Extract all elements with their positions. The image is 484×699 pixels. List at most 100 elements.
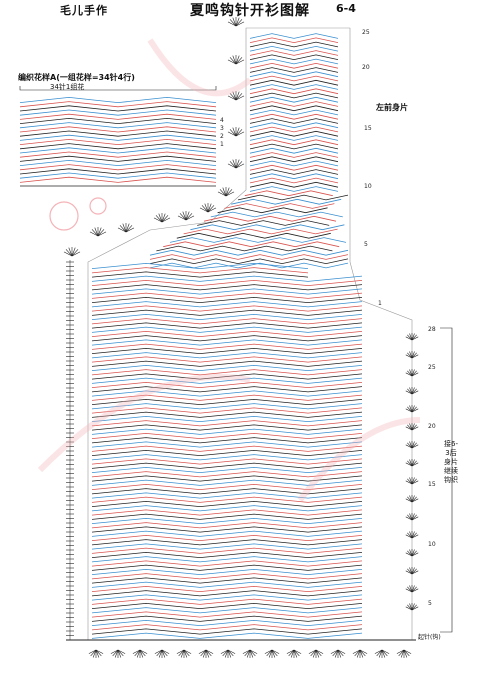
stitch-row	[91, 347, 363, 355]
stitch-row	[149, 254, 349, 260]
stitch-row	[91, 407, 363, 414]
edge-fan-icon	[198, 649, 214, 658]
stitch-row	[249, 109, 339, 116]
stitch-row	[249, 113, 339, 120]
stitch-row	[249, 105, 339, 112]
stitch-row	[91, 296, 363, 304]
stitch-row	[91, 466, 363, 474]
stitch-row	[91, 611, 363, 618]
edge-fan-icon	[405, 333, 419, 341]
stitch-row	[91, 479, 363, 486]
stitch-row	[91, 309, 363, 316]
stitch-row	[91, 292, 363, 299]
stitch-row	[91, 284, 363, 291]
row-number: 20	[362, 64, 370, 71]
edge-fan-icon	[396, 649, 412, 658]
edge-fan-icon	[132, 649, 148, 658]
stitch-row	[249, 135, 339, 141]
stitch-row	[149, 258, 349, 265]
row-number: 15	[428, 481, 436, 488]
stitch-row	[249, 41, 339, 48]
stitch-row	[249, 152, 339, 158]
stitch-row	[91, 318, 363, 325]
stitch-row	[91, 539, 363, 546]
foundation-label: 起针(钩)	[418, 634, 441, 641]
stitch-row	[249, 160, 339, 167]
edge-fan-icon	[220, 649, 236, 658]
row-number: 25	[362, 29, 370, 36]
swatch-row	[19, 130, 217, 137]
stitch-row	[91, 428, 363, 435]
edge-fan-icon	[242, 649, 258, 658]
swatch-title: 编织花样A(一组花样=34针4行)	[18, 73, 135, 82]
edge-fan-icon	[117, 223, 135, 233]
stitch-row	[249, 186, 339, 192]
stitch-row	[249, 37, 339, 44]
row-number: 15	[364, 125, 372, 132]
edge-fan-icon	[405, 441, 419, 449]
edge-fan-icon	[227, 127, 245, 137]
stitch-row	[91, 568, 363, 576]
piece-label: 左前身片	[376, 103, 408, 112]
stitch-row	[149, 249, 349, 256]
stitch-row	[91, 513, 363, 520]
edge-fan-icon	[177, 211, 195, 221]
stitch-row	[91, 590, 363, 597]
stitch-row	[249, 71, 339, 78]
stitch-row	[91, 471, 363, 478]
stitch-row	[91, 509, 363, 516]
brand-name: 毛儿手作	[60, 4, 108, 17]
edge-fan-icon	[405, 495, 419, 503]
stitch-row	[249, 164, 339, 171]
swatch-row-label: 1	[220, 141, 224, 148]
stitch-row	[91, 607, 363, 614]
edge-fan-icon	[110, 649, 126, 658]
stitch-row	[249, 139, 339, 146]
stitch-row	[91, 624, 363, 631]
swatch-row-label: 2	[220, 133, 224, 140]
continuation-note: 接6-3后身片继续钩织	[444, 440, 458, 484]
swatch-row	[19, 159, 217, 167]
watermark-stroke	[147, 38, 252, 97]
edge-fan-icon	[176, 649, 192, 658]
edge-fan-icon	[89, 227, 107, 237]
stitch-row	[91, 488, 363, 495]
stitch-row	[249, 177, 339, 184]
swatch-row	[19, 168, 217, 175]
swatch-row	[19, 122, 217, 129]
row-number: 1	[378, 300, 382, 307]
edge-fan-icon	[264, 649, 280, 658]
stitch-row	[91, 449, 363, 457]
stitch-row	[91, 581, 363, 588]
row-number: 5	[364, 241, 368, 248]
stitch-row	[156, 245, 333, 252]
stitch-row	[91, 373, 363, 380]
edge-fan-icon	[374, 649, 390, 658]
swatch-row	[19, 109, 217, 116]
stitch-row	[91, 445, 363, 452]
swatch-row	[19, 105, 217, 112]
swatch-row	[19, 113, 217, 120]
swatch-row	[19, 164, 217, 171]
stitch-row	[91, 526, 363, 533]
stitch-row	[249, 79, 339, 86]
stitch-row	[91, 500, 363, 508]
stitch-row	[91, 619, 363, 627]
stitch-row	[217, 207, 328, 214]
swatch-repeat-label: 34针1组花	[50, 83, 85, 91]
edge-fan-icon	[405, 423, 419, 431]
stitch-row	[244, 190, 333, 197]
stitch-row	[91, 573, 363, 580]
stitch-row	[249, 126, 339, 133]
stitch-row	[91, 403, 363, 410]
stitch-row	[91, 369, 363, 376]
continuation-bracket	[440, 327, 453, 633]
stitch-row	[91, 267, 309, 274]
edge-fan-icon	[405, 477, 419, 485]
edge-fan-icon	[405, 351, 419, 359]
stitch-row	[91, 411, 363, 418]
stitch-row	[91, 262, 309, 270]
swatch-row-label: 4	[220, 117, 224, 124]
swatch-row	[19, 126, 217, 133]
watermark-stroke	[37, 374, 251, 473]
